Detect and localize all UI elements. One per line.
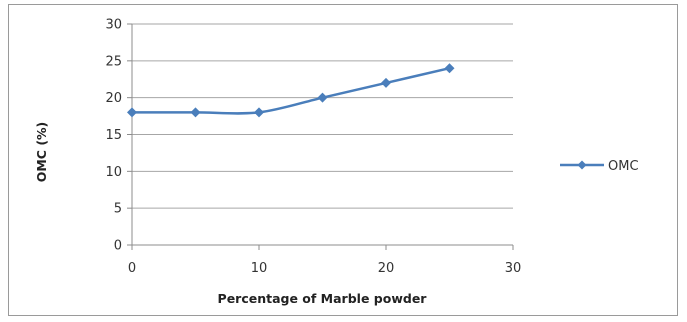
data-point-25 [444, 63, 455, 74]
x-tick-label-20: 20 [378, 261, 395, 276]
y-axis-title: OMC (%) [34, 122, 49, 183]
series-layer [127, 63, 455, 118]
y-tick-label-10: 10 [105, 165, 122, 180]
legend: OMC [560, 159, 639, 174]
data-point-5 [190, 107, 201, 118]
y-tick-label-5: 5 [114, 202, 122, 217]
y-tick-label-20: 20 [105, 91, 122, 106]
x-tick-label-10: 10 [251, 261, 268, 276]
data-point-15 [317, 92, 328, 103]
x-tick-label-0: 0 [128, 261, 136, 276]
axis-layer [127, 23, 514, 250]
label-layer: 0 5 10 15 20 25 30 0 10 20 30 [105, 18, 521, 277]
x-tick-label-30: 30 [505, 261, 522, 276]
legend-marker [577, 160, 587, 170]
y-tick-label-15: 15 [105, 128, 122, 143]
y-tick-label-0: 0 [114, 239, 122, 254]
chart-frame [8, 4, 678, 316]
legend-label-omc: OMC [608, 159, 639, 174]
x-axis-title: Percentage of Marble powder [218, 291, 428, 306]
data-point-20 [381, 77, 391, 88]
grid-layer [132, 23, 513, 209]
y-tick-label-25: 25 [105, 54, 122, 69]
data-point-10 [254, 107, 264, 118]
series-line-omc [132, 66, 450, 115]
y-tick-label-30: 30 [105, 18, 122, 33]
data-point-0 [127, 107, 137, 118]
